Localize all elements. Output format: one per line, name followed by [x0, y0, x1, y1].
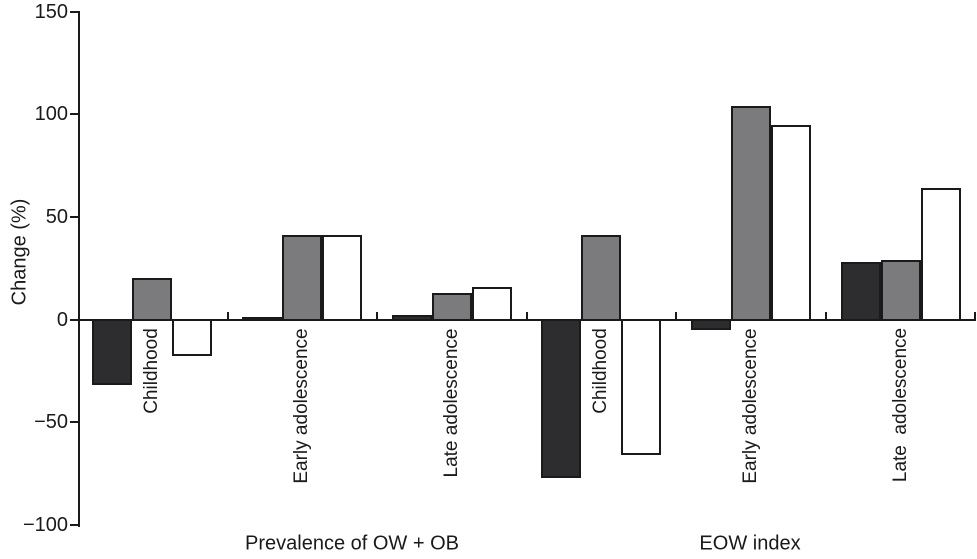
- x-axis-tick: [675, 312, 678, 320]
- bar-gray: [581, 235, 622, 321]
- bar-dark: [541, 319, 582, 478]
- y-axis-tick: [70, 318, 78, 321]
- bar-white: [921, 188, 961, 321]
- bar-gray: [132, 278, 172, 321]
- group-label: Early adolescence: [740, 327, 762, 484]
- bar-dark: [841, 262, 881, 321]
- x-axis-tick: [376, 312, 379, 320]
- y-tick-label: 150: [34, 0, 68, 23]
- y-axis-tick: [70, 10, 78, 13]
- section-label-prevalence: Prevalence of OW + OB: [245, 532, 459, 555]
- bar-white: [172, 319, 212, 357]
- x-axis-tick: [824, 312, 827, 320]
- bar-white: [471, 286, 512, 321]
- y-tick-label: −50: [34, 411, 68, 434]
- bar-gray: [881, 259, 921, 321]
- group-label: Childhood: [590, 328, 612, 414]
- y-axis-tick: [70, 523, 78, 526]
- y-tick-label: −100: [22, 513, 68, 536]
- bar-dark: [691, 319, 732, 330]
- y-axis-tick: [70, 421, 78, 424]
- x-axis-tick: [227, 312, 229, 320]
- group-label: Late adolescence: [890, 327, 911, 483]
- bar-gray: [431, 292, 472, 321]
- group-label: Childhood: [141, 328, 162, 414]
- bar-white: [621, 319, 662, 455]
- bar-dark: [241, 317, 282, 322]
- bar-dark: [391, 315, 432, 321]
- group-label: Early adolescence: [290, 327, 312, 484]
- y-axis-tick: [70, 215, 78, 218]
- bar-dark: [92, 319, 132, 386]
- x-axis-tick: [974, 312, 976, 320]
- y-tick-label: 0: [56, 308, 68, 331]
- bar-gray: [281, 235, 322, 321]
- x-axis-line: [78, 319, 976, 321]
- bar-gray: [731, 106, 772, 321]
- bar-white: [771, 124, 812, 321]
- y-axis-line: [78, 11, 80, 527]
- section-label-eow: EOW index: [699, 532, 801, 555]
- y-tick-label: 100: [34, 103, 68, 126]
- y-tick-label: 50: [45, 205, 68, 228]
- y-axis-tick: [70, 113, 78, 116]
- bar-white: [321, 235, 362, 321]
- x-axis-tick: [525, 312, 528, 320]
- group-label: Late adolescence: [440, 328, 462, 477]
